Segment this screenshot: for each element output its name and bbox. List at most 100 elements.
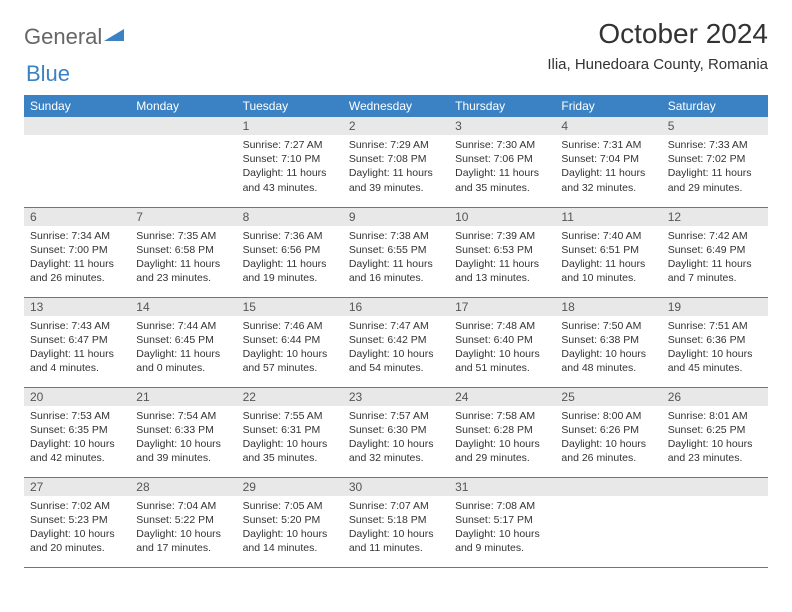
day-details: Sunrise: 7:30 AMSunset: 7:06 PMDaylight:… [449,135,555,199]
daylight-text: Daylight: 10 hours and 11 minutes. [349,527,443,555]
calendar-cell: 17Sunrise: 7:48 AMSunset: 6:40 PMDayligh… [449,297,555,387]
day-details: Sunrise: 7:44 AMSunset: 6:45 PMDaylight:… [130,316,236,380]
day-details: Sunrise: 7:40 AMSunset: 6:51 PMDaylight:… [555,226,661,290]
day-number: 20 [24,388,130,406]
logo-word2: Blue [26,61,70,86]
weekday-header: Sunday [24,95,130,117]
day-details: Sunrise: 7:53 AMSunset: 6:35 PMDaylight:… [24,406,130,470]
day-details: Sunrise: 7:07 AMSunset: 5:18 PMDaylight:… [343,496,449,560]
sunrise-text: Sunrise: 7:43 AM [30,319,124,333]
day-details: Sunrise: 7:47 AMSunset: 6:42 PMDaylight:… [343,316,449,380]
day-number: 4 [555,117,661,135]
daylight-text: Daylight: 10 hours and 45 minutes. [668,347,762,375]
logo: General [24,18,126,50]
title-block: October 2024 Ilia, Hunedoara County, Rom… [547,18,768,79]
sunset-text: Sunset: 6:40 PM [455,333,549,347]
sunrise-text: Sunrise: 7:08 AM [455,499,549,513]
calendar-week-row: 1Sunrise: 7:27 AMSunset: 7:10 PMDaylight… [24,117,768,207]
day-details: Sunrise: 7:57 AMSunset: 6:30 PMDaylight:… [343,406,449,470]
day-number: 19 [662,298,768,316]
sunset-text: Sunset: 6:44 PM [243,333,337,347]
weekday-header: Monday [130,95,236,117]
calendar-cell: 20Sunrise: 7:53 AMSunset: 6:35 PMDayligh… [24,387,130,477]
daylight-text: Daylight: 10 hours and 48 minutes. [561,347,655,375]
day-number: 21 [130,388,236,406]
calendar-cell [24,117,130,207]
sunrise-text: Sunrise: 7:58 AM [455,409,549,423]
calendar-cell: 9Sunrise: 7:38 AMSunset: 6:55 PMDaylight… [343,207,449,297]
calendar-cell: 22Sunrise: 7:55 AMSunset: 6:31 PMDayligh… [237,387,343,477]
day-number: 14 [130,298,236,316]
weekday-header: Wednesday [343,95,449,117]
daylight-text: Daylight: 11 hours and 13 minutes. [455,257,549,285]
sunrise-text: Sunrise: 7:04 AM [136,499,230,513]
calendar-week-row: 6Sunrise: 7:34 AMSunset: 7:00 PMDaylight… [24,207,768,297]
sunset-text: Sunset: 6:42 PM [349,333,443,347]
month-title: October 2024 [547,18,768,50]
day-details: Sunrise: 7:51 AMSunset: 6:36 PMDaylight:… [662,316,768,380]
sunrise-text: Sunrise: 7:47 AM [349,319,443,333]
day-number: 2 [343,117,449,135]
daylight-text: Daylight: 10 hours and 29 minutes. [455,437,549,465]
day-details: Sunrise: 7:54 AMSunset: 6:33 PMDaylight:… [130,406,236,470]
day-details: Sunrise: 8:01 AMSunset: 6:25 PMDaylight:… [662,406,768,470]
weekday-header-row: SundayMondayTuesdayWednesdayThursdayFrid… [24,95,768,117]
sunset-text: Sunset: 6:58 PM [136,243,230,257]
calendar-cell: 19Sunrise: 7:51 AMSunset: 6:36 PMDayligh… [662,297,768,387]
calendar-cell: 4Sunrise: 7:31 AMSunset: 7:04 PMDaylight… [555,117,661,207]
sunset-text: Sunset: 6:25 PM [668,423,762,437]
daylight-text: Daylight: 10 hours and 14 minutes. [243,527,337,555]
day-details: Sunrise: 7:29 AMSunset: 7:08 PMDaylight:… [343,135,449,199]
daylight-text: Daylight: 10 hours and 20 minutes. [30,527,124,555]
sunrise-text: Sunrise: 7:39 AM [455,229,549,243]
daylight-text: Daylight: 11 hours and 35 minutes. [455,166,549,194]
daylight-text: Daylight: 10 hours and 17 minutes. [136,527,230,555]
daylight-text: Daylight: 10 hours and 42 minutes. [30,437,124,465]
day-details: Sunrise: 7:35 AMSunset: 6:58 PMDaylight:… [130,226,236,290]
sunrise-text: Sunrise: 7:50 AM [561,319,655,333]
sunset-text: Sunset: 6:51 PM [561,243,655,257]
day-number: 24 [449,388,555,406]
day-number-empty [662,478,768,496]
sunset-text: Sunset: 5:18 PM [349,513,443,527]
daylight-text: Daylight: 11 hours and 29 minutes. [668,166,762,194]
daylight-text: Daylight: 10 hours and 57 minutes. [243,347,337,375]
calendar-cell: 2Sunrise: 7:29 AMSunset: 7:08 PMDaylight… [343,117,449,207]
calendar-cell: 31Sunrise: 7:08 AMSunset: 5:17 PMDayligh… [449,477,555,567]
sunrise-text: Sunrise: 8:01 AM [668,409,762,423]
daylight-text: Daylight: 11 hours and 39 minutes. [349,166,443,194]
calendar-week-row: 20Sunrise: 7:53 AMSunset: 6:35 PMDayligh… [24,387,768,477]
daylight-text: Daylight: 11 hours and 7 minutes. [668,257,762,285]
sunset-text: Sunset: 6:36 PM [668,333,762,347]
sunset-text: Sunset: 7:02 PM [668,152,762,166]
day-number: 17 [449,298,555,316]
day-details: Sunrise: 7:05 AMSunset: 5:20 PMDaylight:… [237,496,343,560]
day-number: 9 [343,208,449,226]
daylight-text: Daylight: 11 hours and 10 minutes. [561,257,655,285]
day-details: Sunrise: 7:27 AMSunset: 7:10 PMDaylight:… [237,135,343,199]
day-details: Sunrise: 7:55 AMSunset: 6:31 PMDaylight:… [237,406,343,470]
sunset-text: Sunset: 6:38 PM [561,333,655,347]
sunrise-text: Sunrise: 7:51 AM [668,319,762,333]
sunset-text: Sunset: 7:06 PM [455,152,549,166]
day-number: 12 [662,208,768,226]
day-details: Sunrise: 7:48 AMSunset: 6:40 PMDaylight:… [449,316,555,380]
calendar-cell: 1Sunrise: 7:27 AMSunset: 7:10 PMDaylight… [237,117,343,207]
sunset-text: Sunset: 5:23 PM [30,513,124,527]
day-details: Sunrise: 7:58 AMSunset: 6:28 PMDaylight:… [449,406,555,470]
day-number-empty [130,117,236,135]
day-number: 30 [343,478,449,496]
sunset-text: Sunset: 7:00 PM [30,243,124,257]
calendar-cell: 23Sunrise: 7:57 AMSunset: 6:30 PMDayligh… [343,387,449,477]
weekday-header: Tuesday [237,95,343,117]
calendar-cell: 25Sunrise: 8:00 AMSunset: 6:26 PMDayligh… [555,387,661,477]
calendar-body: 1Sunrise: 7:27 AMSunset: 7:10 PMDaylight… [24,117,768,567]
logo-triangle-icon [104,27,124,48]
calendar-cell: 24Sunrise: 7:58 AMSunset: 6:28 PMDayligh… [449,387,555,477]
calendar-cell: 27Sunrise: 7:02 AMSunset: 5:23 PMDayligh… [24,477,130,567]
day-details: Sunrise: 7:38 AMSunset: 6:55 PMDaylight:… [343,226,449,290]
day-number: 25 [555,388,661,406]
sunrise-text: Sunrise: 7:55 AM [243,409,337,423]
sunrise-text: Sunrise: 7:35 AM [136,229,230,243]
sunrise-text: Sunrise: 7:02 AM [30,499,124,513]
